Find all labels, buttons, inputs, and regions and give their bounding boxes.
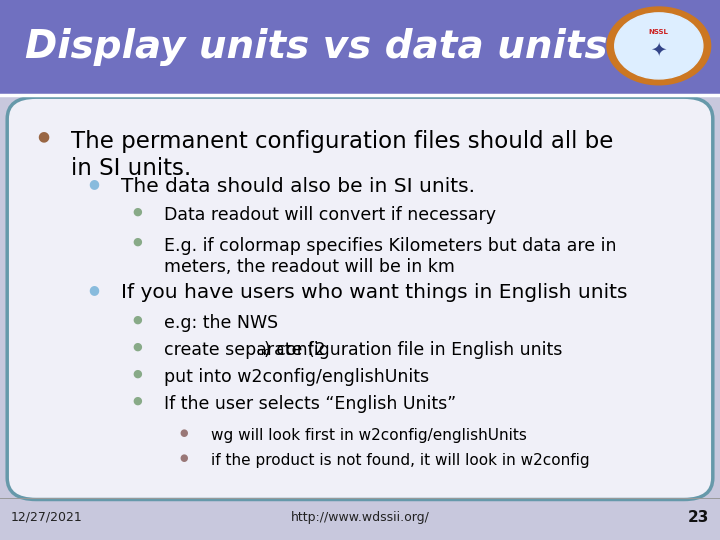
Text: e.g: the NWS: e.g: the NWS — [164, 314, 279, 332]
Text: ●: ● — [88, 283, 99, 296]
Text: ●: ● — [132, 368, 142, 379]
Text: nd: nd — [258, 347, 271, 357]
Bar — [0, 0, 720, 94]
Text: if the product is not found, it will look in w2config: if the product is not found, it will loo… — [211, 453, 590, 468]
Text: ) configuration file in English units: ) configuration file in English units — [264, 341, 562, 359]
Text: ●: ● — [179, 453, 188, 463]
FancyBboxPatch shape — [7, 97, 713, 500]
Text: ●: ● — [88, 177, 99, 190]
Text: 12/27/2021: 12/27/2021 — [11, 511, 83, 524]
Text: ●: ● — [37, 130, 49, 144]
Circle shape — [607, 7, 711, 85]
Text: ●: ● — [132, 237, 142, 247]
Text: put into w2config/englishUnits: put into w2config/englishUnits — [164, 368, 429, 386]
Text: The data should also be in SI units.: The data should also be in SI units. — [121, 177, 475, 196]
Text: create separate (2: create separate (2 — [164, 341, 325, 359]
Text: Data readout will convert if necessary: Data readout will convert if necessary — [164, 206, 496, 224]
Text: http://www.wdssii.org/: http://www.wdssii.org/ — [291, 511, 429, 524]
Text: 23: 23 — [688, 510, 709, 525]
Text: If the user selects “English Units”: If the user selects “English Units” — [164, 395, 456, 413]
Text: ●: ● — [132, 341, 142, 352]
Circle shape — [615, 13, 703, 79]
Text: ●: ● — [132, 206, 142, 217]
Text: The permanent configuration files should all be
in SI units.: The permanent configuration files should… — [71, 130, 613, 180]
Text: wg will look first in w2config/englishUnits: wg will look first in w2config/englishUn… — [211, 428, 527, 443]
Text: ✦: ✦ — [651, 40, 667, 60]
Text: If you have users who want things in English units: If you have users who want things in Eng… — [121, 283, 627, 302]
Text: Display units vs data units: Display units vs data units — [25, 28, 608, 66]
Text: E.g. if colormap specifies Kilometers but data are in
meters, the readout will b: E.g. if colormap specifies Kilometers bu… — [164, 237, 616, 276]
Text: ●: ● — [179, 428, 188, 438]
Text: ●: ● — [132, 314, 142, 325]
Text: ●: ● — [132, 395, 142, 406]
Text: NSSL: NSSL — [649, 29, 669, 36]
